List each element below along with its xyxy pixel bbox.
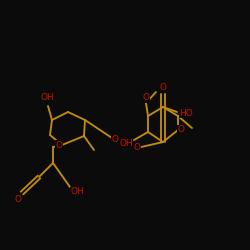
- Text: OH: OH: [40, 94, 54, 102]
- Text: HO: HO: [179, 108, 193, 118]
- Text: O: O: [14, 194, 21, 203]
- Text: O: O: [142, 94, 150, 102]
- Text: O: O: [56, 140, 62, 149]
- Text: OH: OH: [70, 188, 84, 196]
- Text: OH: OH: [119, 138, 133, 147]
- Text: O: O: [178, 126, 184, 134]
- Text: O: O: [134, 144, 140, 152]
- Text: O: O: [112, 136, 118, 144]
- Text: O: O: [160, 84, 166, 92]
